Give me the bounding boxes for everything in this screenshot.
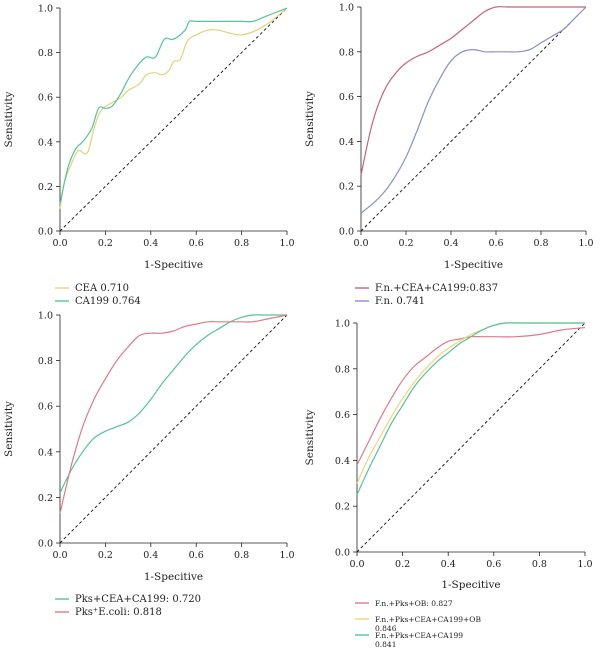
legend-label: F.n.+Pks+OB: 0.827 (375, 599, 453, 608)
reference-diagonal (59, 314, 288, 544)
roc-curve-series-0 (59, 314, 287, 494)
y-tick-label: 0.2 (335, 502, 350, 513)
reference-diagonal (356, 322, 586, 553)
legend-label: F.n.+CEA+CA199:0.837 (375, 283, 498, 294)
y-tick-label: 0.2 (38, 182, 53, 193)
x-tick-label: 0.2 (395, 559, 410, 570)
roc-curve-series-0 (356, 327, 586, 466)
roc-curve-series-1 (356, 322, 585, 484)
roc-curve-series-0 (59, 7, 288, 209)
y-tick-label: 0.8 (339, 47, 354, 58)
reference-diagonal (59, 7, 288, 232)
y-tick-label: 0.6 (335, 410, 350, 421)
x-tick-label: 0.2 (98, 550, 113, 561)
y-tick-label: 0.0 (339, 227, 354, 238)
y-tick-label: 0.2 (38, 493, 53, 504)
legend-label: Pks⁺E.coli: 0.818 (75, 607, 162, 618)
y-axis-title: Sensitivity (304, 409, 316, 465)
x-tick-label: 0.2 (98, 238, 113, 249)
y-tick-label: 0.2 (339, 182, 354, 193)
y-tick-label: 0.4 (339, 137, 354, 148)
x-tick-label: 0.8 (533, 238, 548, 249)
x-tick-label: 0.2 (398, 238, 413, 249)
x-axis-title: 1-Specitive (444, 259, 503, 271)
x-tick-label: 0.4 (143, 238, 158, 249)
y-tick-label: 1.0 (38, 4, 53, 15)
x-tick-label: 0.6 (189, 238, 204, 249)
x-tick-label: 1.0 (578, 238, 593, 249)
roc-curve-series-1 (360, 6, 587, 214)
legend-label: F.n.+Pks+CEA+CA199+OB 0.846 (375, 615, 481, 633)
x-axis-title: 1-Specitive (144, 259, 203, 271)
x-axis-title: 1-Specitive (144, 571, 203, 583)
x-tick-label: 0.4 (443, 238, 458, 249)
y-axis-title: Sensitivity (3, 91, 15, 147)
y-tick-label: 0.4 (335, 456, 350, 467)
x-tick-label: 0.0 (349, 559, 364, 570)
x-axis-title: 1-Specitive (441, 579, 500, 591)
y-tick-label: 0.8 (38, 356, 53, 367)
x-tick-label: 0.6 (189, 550, 204, 561)
legend-label: F.n. 0.741 (375, 296, 425, 307)
y-tick-label: 1.0 (38, 311, 53, 322)
y-tick-label: 0.6 (38, 93, 53, 104)
roc-curve-series-1 (59, 314, 288, 514)
x-tick-label: 0.8 (532, 559, 547, 570)
y-tick-label: 0.8 (335, 364, 350, 375)
roc-curve-series-2 (356, 322, 585, 496)
x-tick-label: 0.6 (488, 238, 503, 249)
x-tick-label: 0.8 (234, 550, 249, 561)
y-tick-label: 0.0 (38, 227, 53, 238)
x-tick-label: 0.0 (52, 550, 67, 561)
y-tick-label: 0.8 (38, 48, 53, 59)
x-tick-label: 1.0 (279, 550, 294, 561)
legend-label: F.n.+Pks+CEA+CA199 0.841 (375, 631, 463, 649)
x-tick-label: 1.0 (279, 238, 294, 249)
x-tick-label: 1.0 (577, 559, 592, 570)
x-tick-label: 0.4 (143, 550, 158, 561)
reference-diagonal (360, 6, 587, 232)
x-tick-label: 0.6 (486, 559, 501, 570)
y-tick-label: 0.0 (335, 548, 350, 559)
y-tick-label: 1.0 (335, 319, 350, 330)
y-axis-title: Sensitivity (3, 401, 15, 457)
panel-top-left: 0.00.0 0.2 0.2 0.4 0.4 0.6 0.6 0.8 0.8 1.0 1.0 1-Sp… (3, 4, 295, 308)
x-tick-label: 0.0 (52, 238, 67, 249)
legend-label: Pks+CEA+CA199: 0.720 (75, 594, 201, 605)
x-tick-label: 0.4 (441, 559, 456, 570)
panel-top-right: 0.00.0 0.2 0.2 0.4 0.4 0.6 0.6 0.8 0.8 1.0 1.0 1-Sp… (304, 3, 594, 308)
panel-bottom-left: 0.00.0 0.2 0.2 0.4 0.4 0.6 0.6 0.8 0.8 1.0 1.0 1-Sp… (3, 311, 295, 619)
y-tick-label: 0.6 (38, 402, 53, 413)
y-tick-label: 0.0 (38, 539, 53, 550)
legend-label: CA199 0.764 (75, 296, 141, 307)
roc-curve-series-1 (59, 7, 288, 205)
legend-label: CEA 0.710 (75, 283, 129, 294)
y-tick-label: 0.4 (38, 137, 53, 148)
y-tick-label: 0.6 (339, 92, 354, 103)
x-tick-label: 0.0 (353, 238, 368, 249)
panel-bottom-right: 0.00.0 0.2 0.2 0.4 0.4 0.6 0.6 0.8 0.8 1.0 1.0 1-Sp… (304, 319, 593, 650)
x-tick-label: 0.8 (234, 238, 249, 249)
roc-curve-series-0 (360, 6, 586, 176)
y-axis-title: Sensitivity (304, 91, 316, 147)
y-tick-label: 1.0 (339, 3, 354, 14)
y-tick-label: 0.4 (38, 447, 53, 458)
